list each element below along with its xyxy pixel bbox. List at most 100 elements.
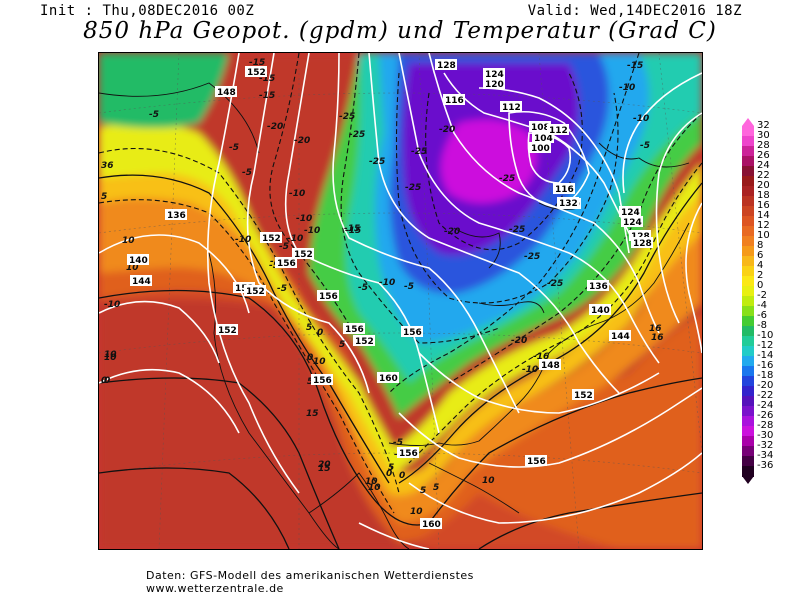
temperature-label-text: -10 (235, 235, 251, 245)
geopotential-label-text: 128 (633, 239, 652, 249)
temperature-label-text: -20 (294, 136, 310, 146)
temperature-field (99, 53, 702, 549)
colorbar-top-arrow (742, 118, 754, 126)
temperature-label-text: -5 (358, 283, 368, 293)
colorbar-cell (742, 346, 754, 357)
colorbar-cell (742, 316, 754, 327)
temperature-label: 0 (101, 376, 107, 386)
geopotential-label: 156 (401, 326, 423, 338)
temperature-label-text: -5 (640, 141, 650, 151)
geopotential-label: 152 (572, 389, 594, 401)
geopotential-label-text: 116 (555, 185, 574, 195)
geopotential-label-text: 136 (589, 282, 608, 292)
geopotential-label-text: 104 (534, 134, 553, 144)
geopotential-label-text: 140 (591, 306, 610, 316)
temperature-label: -15 (345, 226, 361, 236)
colorbar-tick-label: 28 (757, 140, 770, 151)
temperature-label-text: 0 (101, 376, 107, 386)
geopotential-label-text: 156 (277, 259, 296, 269)
temperature-label: -5 (640, 141, 650, 151)
temperature-label-text: -15 (627, 61, 643, 71)
temperature-label-text: -5 (229, 143, 239, 153)
temperature-label: 10 (368, 483, 381, 493)
colorbar-tick-label: 24 (757, 160, 770, 171)
geopotential-label-text: 152 (262, 234, 281, 244)
colorbar-cell (742, 366, 754, 377)
temperature-label: -15 (627, 61, 643, 71)
temperature-label: -20 (267, 122, 283, 132)
temperature-label: -25 (499, 174, 515, 184)
temperature-label-text: -15 (345, 226, 361, 236)
geopotential-label: 156 (317, 290, 339, 302)
temperature-label: 5 (307, 377, 313, 387)
temperature-label-text: -5 (277, 284, 287, 294)
geopotential-label-text: 112 (549, 126, 568, 136)
temperature-label: -10 (296, 214, 312, 224)
colorbar-tick-label: 4 (757, 260, 764, 271)
geopotential-label: 160 (377, 372, 399, 384)
colorbar-cell (742, 336, 754, 347)
colorbar-cell (742, 126, 754, 137)
temperature-label-text: 0 (307, 353, 313, 363)
temperature-label-text: -25 (499, 174, 515, 184)
temperature-label-text: 15 (306, 409, 319, 419)
geopotential-label: 108 (529, 121, 551, 133)
temperature-label-text: 10 (365, 477, 378, 487)
geopotential-label: 112 (500, 101, 522, 113)
colorbar-tick-label: -24 (757, 400, 774, 411)
colorbar-cell (742, 466, 754, 477)
geopotential-label: 156 (311, 374, 333, 386)
temperature-label-text: -16 (533, 352, 549, 362)
temperature-label: 10 (104, 350, 117, 360)
geopotential-label-text: 160 (422, 520, 441, 530)
temperature-label: -15 (344, 224, 360, 234)
temperature-label: -25 (339, 112, 355, 122)
geopotential-label: 152 (353, 335, 375, 347)
temperature-label: -5 (358, 283, 368, 293)
colorbar-cell (742, 166, 754, 177)
colorbar-cell (742, 396, 754, 407)
colorbar-cell (742, 156, 754, 167)
temperature-label: 5 (388, 463, 394, 473)
geopotential-label: 156 (343, 323, 365, 335)
temperature-label: 10 (122, 236, 135, 246)
temperature-label-text: -5 (279, 242, 289, 252)
geopotential-label: 140 (127, 254, 149, 266)
temperature-label: 15 (318, 464, 331, 474)
temperature-label: 15 (306, 409, 319, 419)
temperature-label: -5 (404, 282, 414, 292)
temperature-label: -20 (439, 125, 455, 135)
geopotential-label-text: 140 (129, 256, 148, 266)
temperature-label: -15 (259, 91, 275, 101)
temperature-label-text: -20 (267, 122, 283, 132)
geopotential-label-text: 100 (531, 144, 550, 154)
geopotential-label-text: 152 (574, 391, 593, 401)
temperature-label-text: -15 (259, 91, 275, 101)
temperature-isolines (99, 53, 702, 514)
temperature-label: 36 (101, 161, 114, 171)
temperature-label: 10 (365, 477, 378, 487)
weather-map: -15 -15 -15 -5 -20 -20 -25 -25 -25 -25 -25 -25 -20 -2… (98, 52, 703, 550)
geopotential-label-text: 152 (247, 68, 266, 78)
temperature-label: -5 (229, 143, 239, 153)
temperature-label: -5 (277, 284, 287, 294)
geopotential-label: 120 (483, 78, 505, 90)
colorbar-cell (742, 326, 754, 337)
colorbar-cell (742, 276, 754, 287)
temperature-label: 0 (399, 471, 405, 481)
geopotential-label: 156 (397, 447, 419, 459)
temperature-label: 5 (420, 486, 426, 496)
temperature-label: -25 (411, 147, 427, 157)
colorbar-tick-label: -36 (757, 460, 774, 471)
geopotential-label-text: 116 (445, 96, 464, 106)
colorbar-tick-label: -30 (757, 430, 774, 441)
temperature-label-text: 10 (368, 483, 381, 493)
colorbar-tick-label: -4 (757, 300, 767, 311)
temperature-label-text: -5 (404, 282, 414, 292)
colorbar-tick-label: 20 (757, 180, 770, 191)
colorbar-cell (742, 226, 754, 237)
colorbar-tick-label: 6 (757, 250, 764, 261)
colorbar-cell (742, 176, 754, 187)
geopotential-label: 128 (435, 59, 457, 71)
colorbar-tick-label: -14 (757, 350, 774, 361)
